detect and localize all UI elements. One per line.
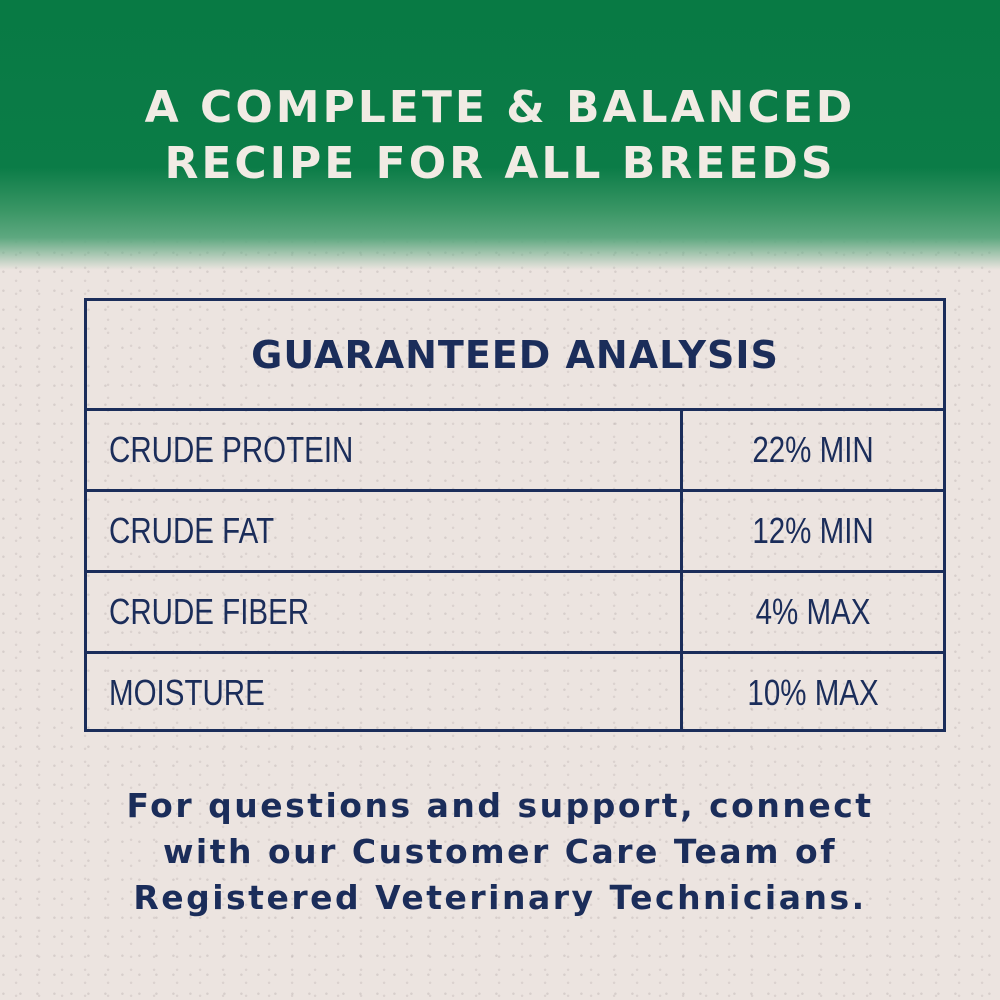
nutrient-value: 10% MAX bbox=[747, 672, 879, 713]
nutrient-label: MOISTURE bbox=[87, 654, 683, 732]
banner-title-line: A COMPLETE & BALANCED bbox=[144, 82, 856, 133]
support-text: For questions and support, connect with … bbox=[0, 783, 1000, 921]
support-text-line: Registered Veterinary Technicians. bbox=[133, 878, 867, 917]
nutrient-value: 12% MIN bbox=[752, 510, 874, 551]
table-title: GUARANTEED ANALYSIS bbox=[87, 301, 943, 411]
green-banner bbox=[0, 0, 1000, 270]
support-text-line: For questions and support, connect bbox=[126, 786, 874, 825]
table-row: CRUDE FIBER 4% MAX bbox=[87, 573, 943, 654]
nutrient-value: 22% MIN bbox=[752, 429, 874, 470]
table-row: CRUDE PROTEIN 22% MIN bbox=[87, 411, 943, 492]
banner-title: A COMPLETE & BALANCED RECIPE FOR ALL BRE… bbox=[0, 80, 1000, 192]
nutrient-label: CRUDE FIBER bbox=[87, 573, 683, 651]
table-row: MOISTURE 10% MAX bbox=[87, 654, 943, 732]
banner-title-line: RECIPE FOR ALL BREEDS bbox=[164, 138, 836, 189]
support-text-line: with our Customer Care Team of bbox=[162, 832, 838, 871]
nutrient-label: CRUDE PROTEIN bbox=[87, 411, 683, 489]
guaranteed-analysis-table: GUARANTEED ANALYSIS CRUDE PROTEIN 22% MI… bbox=[84, 298, 946, 732]
nutrient-label: CRUDE FAT bbox=[87, 492, 683, 570]
table-row: CRUDE FAT 12% MIN bbox=[87, 492, 943, 573]
nutrient-value: 4% MAX bbox=[755, 591, 871, 632]
